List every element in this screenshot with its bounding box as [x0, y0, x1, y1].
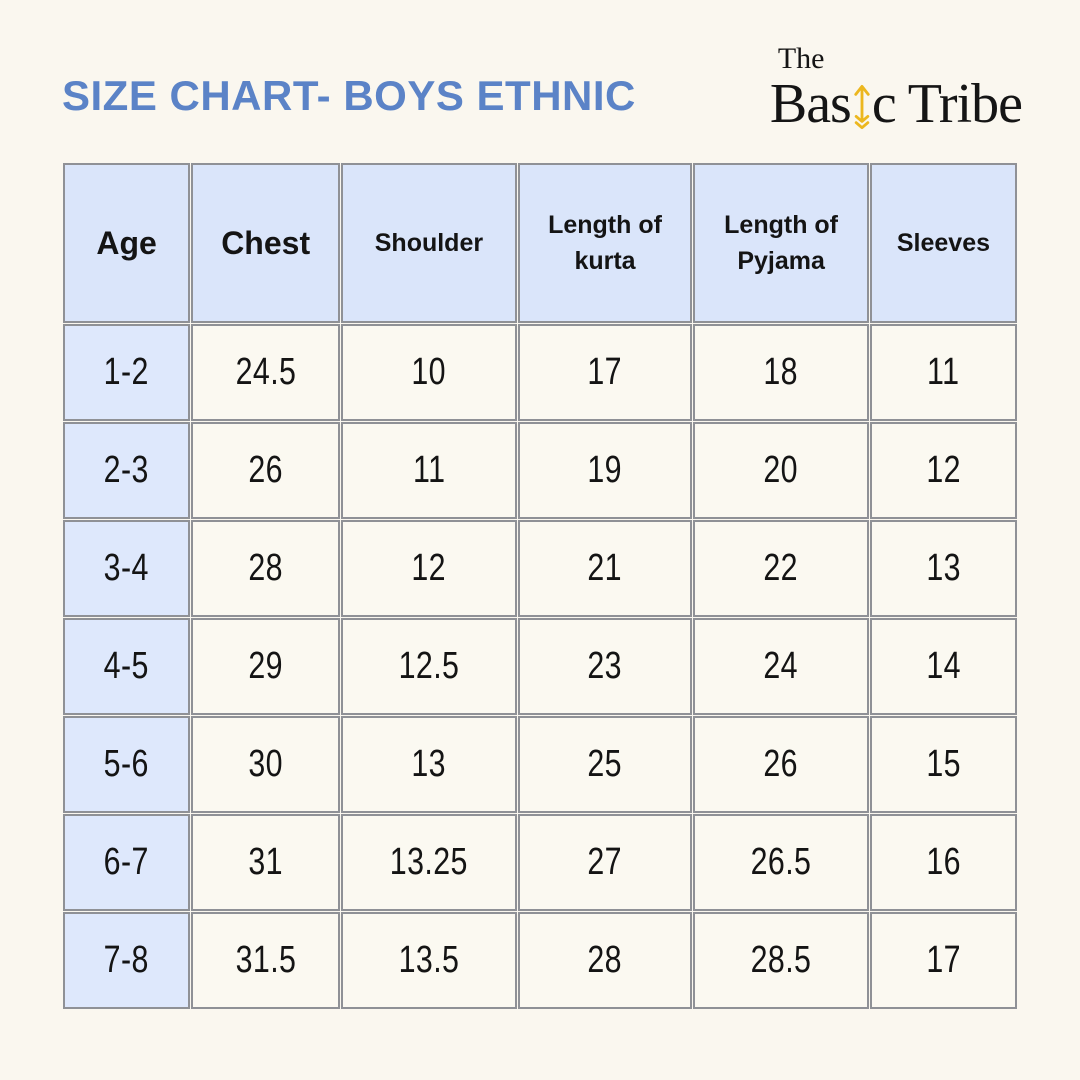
table-row: 2-3 26 11 19 20 12: [63, 422, 1017, 519]
cell-sleeves: 12: [869, 422, 1017, 519]
cell-shoulder: 12: [341, 520, 517, 617]
table-row: 6-7 31 13.25 27 26.5 16: [63, 814, 1017, 911]
table-row: 4-5 29 12.5 23 24 14: [63, 618, 1017, 715]
cell-pyjama-length: 28.5: [693, 912, 869, 1009]
header-cell-shoulder: Shoulder: [341, 163, 517, 323]
header-cell-chest: Chest: [191, 163, 341, 323]
page-title: SIZE CHART- BOYS ETHNIC: [62, 72, 636, 119]
cell-shoulder: 10: [341, 324, 517, 421]
cell-chest: 29: [191, 618, 341, 715]
cell-chest: 24.5: [191, 324, 341, 421]
logo-text-bas: Bas: [769, 73, 852, 135]
cell-pyjama-length: 22: [693, 520, 869, 617]
cell-sleeves: 15: [869, 716, 1017, 813]
header-row: Age Chest Shoulder Length of kurta Lengt…: [63, 163, 1017, 323]
table-row: 1-2 24.5 10 17 18 11: [63, 324, 1017, 421]
cell-kurta-length: 21: [517, 520, 693, 617]
cell-kurta-length: 19: [517, 422, 693, 519]
cell-sleeves: 11: [869, 324, 1017, 421]
brand-logo: The Bas c Tribe: [769, 42, 1023, 135]
cell-chest: 30: [191, 716, 341, 813]
cell-shoulder: 13.25: [341, 814, 517, 911]
cell-age: 6-7: [63, 814, 191, 911]
cell-sleeves: 17: [869, 912, 1017, 1009]
cell-age: 1-2: [63, 324, 191, 421]
cell-shoulder: 12.5: [341, 618, 517, 715]
table-row: 7-8 31.5 13.5 28 28.5 17: [63, 912, 1017, 1009]
cell-pyjama-length: 26.5: [693, 814, 869, 911]
cell-pyjama-length: 18: [693, 324, 869, 421]
cell-kurta-length: 17: [517, 324, 693, 421]
table-row: 3-4 28 12 21 22 13: [63, 520, 1017, 617]
logo-wordmark: Bas c Tribe: [769, 73, 1023, 135]
cell-kurta-length: 27: [517, 814, 693, 911]
size-chart-table: Age Chest Shoulder Length of kurta Lengt…: [62, 162, 1018, 1010]
cell-pyjama-length: 26: [693, 716, 869, 813]
up-arrow-icon: [854, 84, 870, 130]
cell-shoulder: 13: [341, 716, 517, 813]
logo-text-ctribe: c Tribe: [871, 73, 1023, 135]
cell-chest: 26: [191, 422, 341, 519]
cell-shoulder: 13.5: [341, 912, 517, 1009]
cell-age: 2-3: [63, 422, 191, 519]
cell-age: 4-5: [63, 618, 191, 715]
cell-kurta-length: 25: [517, 716, 693, 813]
cell-age: 7-8: [63, 912, 191, 1009]
cell-chest: 31.5: [191, 912, 341, 1009]
cell-sleeves: 16: [869, 814, 1017, 911]
cell-pyjama-length: 24: [693, 618, 869, 715]
cell-pyjama-length: 20: [693, 422, 869, 519]
cell-age: 3-4: [63, 520, 191, 617]
cell-age: 5-6: [63, 716, 191, 813]
cell-chest: 31: [191, 814, 341, 911]
cell-chest: 28: [191, 520, 341, 617]
logo-the-text: The: [777, 42, 825, 75]
cell-sleeves: 13: [869, 520, 1017, 617]
table-row: 5-6 30 13 25 26 15: [63, 716, 1017, 813]
header-cell-age: Age: [63, 163, 191, 323]
header-cell-pyjama-length: Length of Pyjama: [693, 163, 869, 323]
cell-kurta-length: 23: [517, 618, 693, 715]
header-cell-sleeves: Sleeves: [869, 163, 1017, 323]
header-cell-kurta-length: Length of kurta: [517, 163, 693, 323]
cell-shoulder: 11: [341, 422, 517, 519]
cell-sleeves: 14: [869, 618, 1017, 715]
cell-kurta-length: 28: [517, 912, 693, 1009]
